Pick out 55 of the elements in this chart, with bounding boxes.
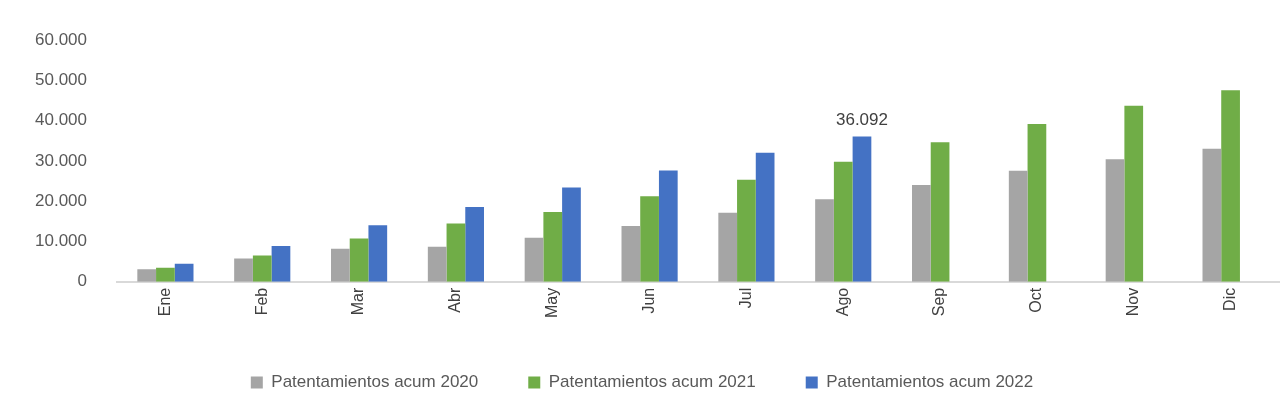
bar	[1027, 123, 1047, 282]
bar	[271, 245, 291, 282]
bar	[349, 238, 369, 282]
bar	[234, 258, 253, 282]
y-tick-label: 0	[77, 271, 87, 291]
x-tick-label: Jul	[736, 287, 754, 309]
bar	[427, 246, 447, 282]
y-tick-label: 40.000	[35, 110, 87, 130]
bar	[755, 152, 775, 282]
x-tick-label: Feb	[252, 287, 270, 316]
bar	[658, 170, 678, 282]
x-tick-label: May	[543, 287, 561, 319]
bar	[718, 212, 738, 282]
y-tick-label: 20.000	[35, 190, 87, 210]
legend-label: Patentamientos acum 2022	[826, 372, 1034, 392]
y-tick-label: 10.000	[35, 231, 87, 251]
x-tick-label: Mar	[349, 287, 367, 316]
bar	[912, 185, 931, 282]
y-tick-label: 60.000	[35, 29, 87, 49]
x-tick-label: Abr	[446, 287, 464, 313]
data-label: 36.092	[835, 109, 888, 129]
bar	[368, 225, 388, 282]
bar	[137, 269, 157, 282]
bar	[465, 206, 484, 282]
x-tick-label: Jun	[639, 287, 657, 314]
bar	[1105, 159, 1125, 282]
bar	[852, 136, 872, 282]
bar	[331, 248, 350, 282]
bar	[174, 263, 194, 282]
legend-label: Patentamientos acum 2020	[271, 372, 479, 392]
bar	[543, 212, 563, 282]
bar	[1202, 148, 1222, 282]
bar	[524, 237, 544, 282]
x-tick-label: Nov	[1124, 287, 1142, 317]
bar	[252, 255, 272, 282]
bar	[833, 161, 853, 282]
legend-label: Patentamientos acum 2021	[548, 372, 756, 392]
x-tick-label: Ago	[833, 287, 851, 317]
bar	[930, 142, 950, 282]
bar	[1008, 170, 1028, 282]
bar	[621, 225, 641, 282]
bar	[1124, 105, 1144, 282]
bar	[156, 267, 175, 282]
bar	[640, 196, 659, 282]
bar	[737, 179, 756, 282]
bar	[446, 223, 466, 282]
y-tick-label: 30.000	[35, 150, 87, 170]
x-tick-label: Oct	[1027, 287, 1045, 313]
x-tick-label: Ene	[155, 287, 173, 317]
x-tick-label: Dic	[1220, 287, 1238, 311]
bar	[1221, 90, 1240, 282]
x-tick-label: Sep	[930, 287, 948, 317]
bar	[562, 187, 581, 282]
bar	[815, 199, 834, 282]
y-tick-label: 50.000	[35, 70, 87, 90]
